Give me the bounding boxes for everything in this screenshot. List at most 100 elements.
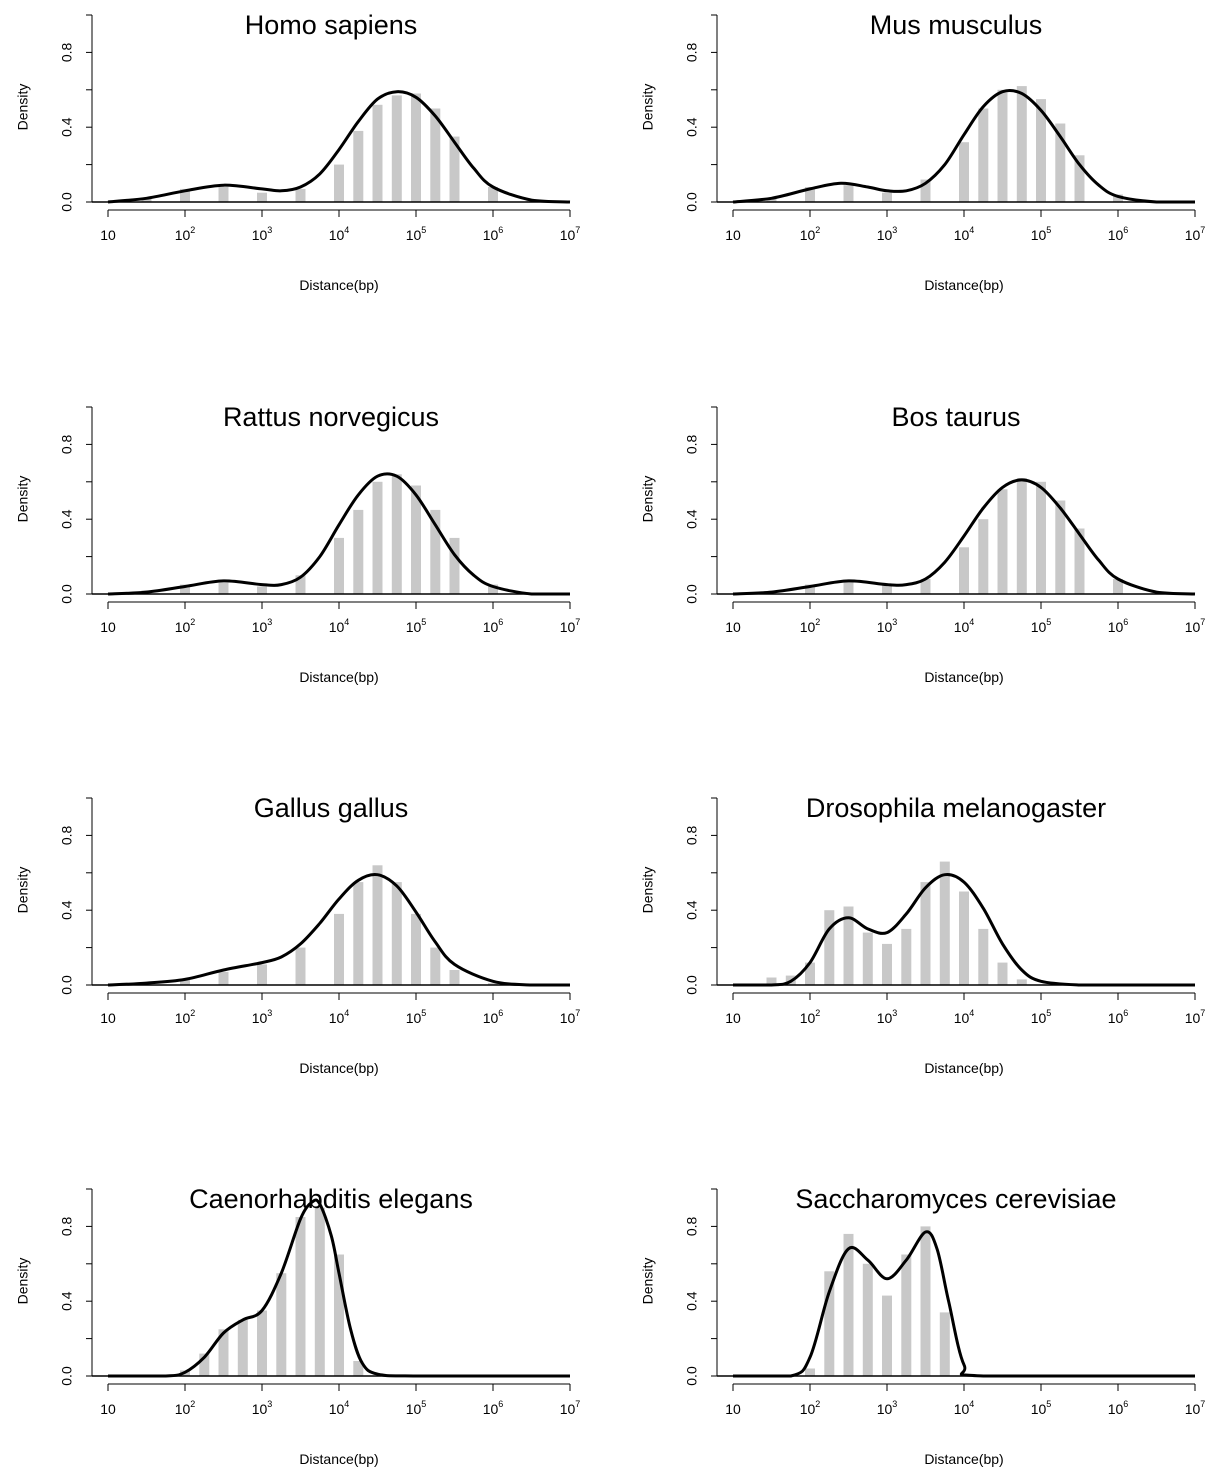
- histogram-bar: [1016, 478, 1027, 594]
- histogram-bar: [372, 865, 383, 985]
- y-tick-label: 0.0: [684, 1366, 700, 1386]
- x-tick-label: 103: [877, 225, 898, 243]
- x-axis-label: Distance(bp): [299, 1451, 378, 1467]
- histogram-bar: [449, 136, 460, 202]
- x-tick-label: 104: [329, 1399, 350, 1417]
- x-tick-label: 104: [329, 225, 350, 243]
- x-tick-label: 107: [560, 225, 581, 243]
- histogram-bar: [978, 108, 989, 202]
- y-tick-label: 0.0: [59, 1366, 75, 1386]
- density-curve: [733, 873, 1195, 987]
- x-axis-label: Distance(bp): [299, 669, 378, 685]
- histogram-bar: [353, 882, 364, 985]
- chart-title: Homo sapiens: [245, 10, 418, 40]
- histogram-bar: [882, 1295, 892, 1376]
- histogram-bar: [449, 537, 460, 594]
- x-tick-label: 106: [1108, 225, 1129, 243]
- density-curve: [107, 1198, 570, 1378]
- histogram-bar: [295, 947, 306, 985]
- histogram-bar: [1016, 979, 1027, 985]
- density-curve: [732, 1230, 1195, 1378]
- chart-title: Mus musculus: [870, 10, 1043, 40]
- y-axis-label: Density: [15, 867, 31, 914]
- histogram-bar: [959, 142, 969, 202]
- x-tick-label: 107: [560, 1008, 581, 1026]
- histogram-bar: [141, 198, 152, 202]
- histogram-bar: [180, 584, 190, 594]
- histogram-bar: [295, 1217, 306, 1376]
- density-curve: [732, 88, 1195, 204]
- y-tick-label: 0.4: [59, 1291, 75, 1311]
- histogram-bar: [862, 1263, 873, 1376]
- chart-panel: 0.0 0.4 0.8 Density 10 102 103 104 105 106 107 Dist…: [640, 10, 1206, 293]
- histogram-bar: [353, 509, 364, 594]
- histogram-bar: [411, 93, 421, 202]
- x-tick-label: 106: [483, 617, 504, 635]
- x-tick-label: 102: [800, 1399, 821, 1417]
- histogram-bar: [920, 882, 931, 985]
- y-axis-label: Density: [640, 1258, 656, 1305]
- histogram-bar: [882, 943, 892, 985]
- x-tick-label: 105: [1031, 1399, 1052, 1417]
- x-tick-label: 106: [1108, 1399, 1129, 1417]
- histogram-bar: [430, 108, 441, 202]
- x-tick-label: 103: [877, 617, 898, 635]
- x-tick-label: 10: [725, 619, 741, 635]
- histogram-bar: [882, 192, 892, 202]
- histogram-bar: [1055, 500, 1066, 594]
- histogram-bar: [488, 187, 498, 202]
- y-tick-label: 0.4: [684, 509, 700, 529]
- x-tick-label: 105: [406, 617, 427, 635]
- x-tick-label: 106: [483, 1008, 504, 1026]
- histogram-bar: [372, 481, 383, 594]
- y-tick-label: 0.8: [59, 1216, 75, 1236]
- histogram-bar: [843, 1233, 854, 1376]
- x-tick-label: 107: [1185, 617, 1206, 635]
- histogram-bar: [824, 910, 835, 985]
- histogram-bar: [372, 104, 383, 202]
- histogram-bar: [997, 962, 1008, 985]
- histogram-bar: [901, 1254, 912, 1376]
- histogram-bar: [488, 983, 498, 985]
- x-tick-label: 105: [406, 1399, 427, 1417]
- y-tick-label: 0.0: [684, 192, 700, 212]
- histogram-bar: [1016, 86, 1027, 202]
- histogram-bar: [959, 547, 969, 595]
- y-tick-label: 0.4: [684, 900, 700, 920]
- x-tick-label: 104: [954, 1008, 975, 1026]
- histogram-bar: [257, 192, 267, 202]
- histogram-bar: [391, 474, 402, 594]
- histogram-bar: [901, 928, 912, 985]
- y-axis-label: Density: [640, 84, 656, 131]
- density-curve: [107, 872, 570, 987]
- histogram-bar: [218, 971, 229, 985]
- histogram-bar: [218, 187, 229, 202]
- histogram-bar: [218, 582, 229, 594]
- x-tick-label: 105: [1031, 1008, 1052, 1026]
- x-tick-label: 107: [1185, 1399, 1206, 1417]
- x-tick-label: 104: [954, 617, 975, 635]
- histogram-bar: [843, 185, 854, 202]
- x-tick-label: 103: [877, 1399, 898, 1417]
- histogram-bar: [766, 977, 777, 985]
- histogram-bar: [334, 913, 344, 985]
- x-tick-label: 10: [100, 1401, 116, 1417]
- y-tick-label: 0.8: [684, 1216, 700, 1236]
- chart-panel: 0.0 0.4 0.8 Density 10 102 103 104 105 106 107 Dist…: [15, 402, 581, 685]
- histogram-bar: [1074, 528, 1085, 594]
- histogram-bar: [488, 584, 498, 594]
- y-tick-label: 0.8: [59, 434, 75, 454]
- chart-title: Drosophila melanogaster: [806, 793, 1106, 823]
- histogram-bar: [843, 906, 854, 985]
- x-tick-label: 106: [1108, 617, 1129, 635]
- x-tick-label: 106: [1108, 1008, 1129, 1026]
- histogram-bar: [824, 1271, 835, 1376]
- density-curve: [107, 90, 571, 204]
- histogram-bar: [997, 89, 1008, 202]
- y-axis-label: Density: [640, 476, 656, 523]
- x-tick-label: 102: [175, 1399, 196, 1417]
- x-tick-label: 106: [483, 1399, 504, 1417]
- chart-title: Saccharomyces cerevisiae: [795, 1184, 1116, 1214]
- histogram-bar: [218, 1329, 229, 1377]
